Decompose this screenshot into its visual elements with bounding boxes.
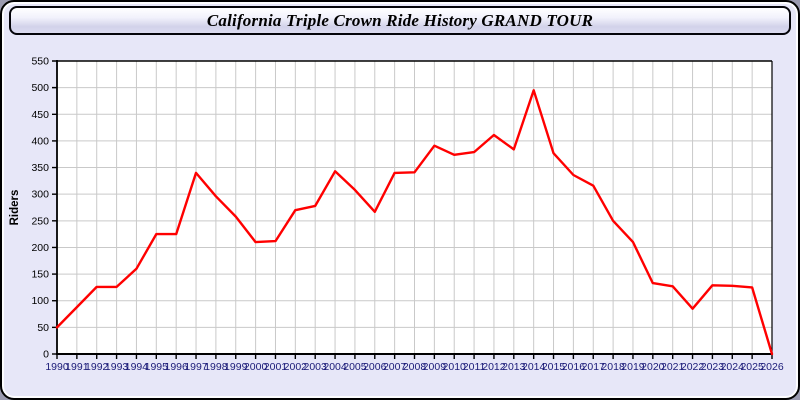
x-tick-label: 2009 (423, 361, 447, 373)
x-tick-label: 2025 (740, 361, 764, 373)
x-tick-label: 2005 (343, 361, 367, 373)
x-tick-label: 2017 (582, 361, 606, 373)
x-tick-label: 2014 (522, 361, 546, 373)
x-tick-label: 1995 (145, 361, 169, 373)
x-tick-label: 1998 (204, 361, 228, 373)
x-tick-label: 2021 (661, 361, 685, 373)
x-tick-label: 2011 (463, 361, 486, 373)
x-tick-label: 2004 (323, 361, 347, 373)
x-tick-label: 2022 (681, 361, 705, 373)
x-tick-label: 2026 (760, 361, 784, 373)
x-tick-label: 2002 (284, 361, 308, 373)
x-tick-label: 2001 (264, 361, 288, 373)
chart-title: California Triple Crown Ride History GRA… (206, 10, 594, 30)
riders-line-series (55, 89, 774, 356)
y-tick-label: 300 (31, 189, 49, 201)
y-tick-label: 200 (31, 242, 49, 254)
y-tick-label: 100 (31, 295, 49, 307)
x-tick-label: 1994 (125, 361, 149, 373)
y-tick-label: 50 (37, 322, 49, 334)
y-tick-label: 0 (43, 349, 49, 361)
x-tick-label: 1990 (45, 361, 69, 373)
y-axis-title: Riders (9, 190, 21, 226)
x-tick-label: 2018 (601, 361, 625, 373)
x-tick-label: 2015 (542, 361, 566, 373)
y-tick-label: 400 (31, 135, 49, 147)
x-tick-label: 2008 (403, 361, 427, 373)
y-tick-label: 550 (31, 56, 49, 68)
y-tick-label: 350 (31, 162, 49, 174)
x-tick-label: 2019 (621, 361, 645, 373)
y-tick-label: 500 (31, 82, 49, 94)
y-tick-label: 250 (31, 215, 49, 227)
x-tick-label: 1992 (85, 361, 109, 373)
x-tick-label: 2020 (641, 361, 665, 373)
x-tick-label: 2016 (562, 361, 586, 373)
x-tick-label: 2007 (383, 361, 407, 373)
x-tick-label: 2006 (363, 361, 387, 373)
x-tick-label: 2013 (502, 361, 526, 373)
y-tick-label: 450 (31, 109, 49, 121)
window-title-bar: California Triple Crown Ride History GRA… (9, 6, 791, 35)
x-tick-label: 2010 (443, 361, 467, 373)
y-tick-label: 150 (31, 269, 49, 281)
x-tick-label: 1996 (164, 361, 188, 373)
x-tick-label: 1997 (184, 361, 208, 373)
x-tick-label: 2024 (721, 361, 745, 373)
x-tick-label: 2000 (244, 361, 268, 373)
x-tick-label: 1999 (224, 361, 248, 373)
x-tick-label: 2023 (701, 361, 725, 373)
x-tick-label: 2003 (304, 361, 328, 373)
x-tick-label: 1991 (65, 361, 89, 373)
x-tick-label: 1993 (105, 361, 129, 373)
x-tick-label: 2012 (482, 361, 506, 373)
